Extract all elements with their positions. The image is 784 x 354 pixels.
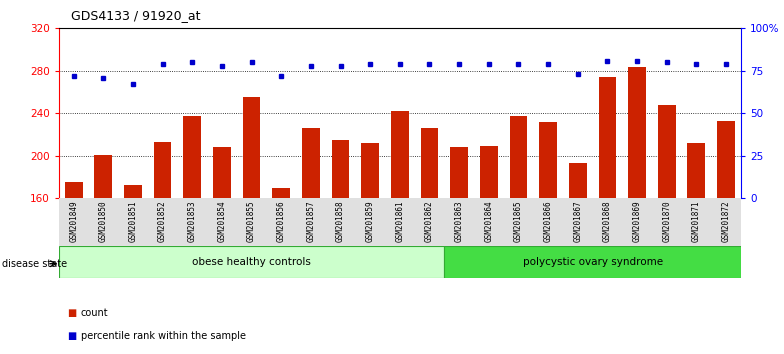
Text: GSM201857: GSM201857: [307, 201, 315, 242]
Text: GSM201864: GSM201864: [485, 201, 493, 242]
Bar: [445, 246, 741, 278]
Text: GSM201872: GSM201872: [721, 201, 731, 242]
Bar: [480, 146, 498, 354]
Text: GSM201862: GSM201862: [425, 201, 434, 242]
Bar: [361, 143, 379, 354]
Bar: [213, 147, 230, 354]
Text: GSM201858: GSM201858: [336, 201, 345, 242]
Bar: [450, 147, 468, 354]
Text: GSM201868: GSM201868: [603, 201, 612, 242]
Text: GSM201853: GSM201853: [187, 201, 197, 242]
Text: ■: ■: [67, 331, 76, 341]
Text: GSM201856: GSM201856: [277, 201, 285, 242]
Bar: [569, 163, 586, 354]
Text: GSM201855: GSM201855: [247, 201, 256, 242]
Text: GSM201870: GSM201870: [662, 201, 671, 242]
Text: GSM201850: GSM201850: [99, 201, 107, 242]
Bar: [65, 182, 82, 354]
Bar: [272, 188, 290, 354]
Bar: [510, 116, 528, 354]
Bar: [243, 97, 260, 354]
Text: polycystic ovary syndrome: polycystic ovary syndrome: [523, 257, 662, 267]
Bar: [94, 155, 112, 354]
Text: GSM201861: GSM201861: [395, 201, 405, 242]
Bar: [332, 140, 350, 354]
Text: GSM201865: GSM201865: [514, 201, 523, 242]
Bar: [658, 105, 676, 354]
Text: disease state: disease state: [2, 259, 67, 269]
Bar: [688, 143, 706, 354]
Bar: [539, 122, 557, 354]
Text: GSM201871: GSM201871: [692, 201, 701, 242]
Bar: [302, 128, 320, 354]
Text: GSM201849: GSM201849: [69, 201, 78, 242]
Bar: [628, 67, 646, 354]
Bar: [391, 111, 408, 354]
Bar: [59, 246, 445, 278]
Text: ■: ■: [67, 308, 76, 318]
Bar: [154, 142, 172, 354]
Bar: [420, 128, 438, 354]
Text: GSM201859: GSM201859: [365, 201, 375, 242]
Text: GSM201866: GSM201866: [543, 201, 553, 242]
Text: GSM201863: GSM201863: [455, 201, 463, 242]
Bar: [717, 121, 735, 354]
Bar: [124, 185, 142, 354]
Text: GDS4133 / 91920_at: GDS4133 / 91920_at: [71, 9, 200, 22]
Text: GSM201867: GSM201867: [573, 201, 583, 242]
Bar: [183, 116, 201, 354]
Text: count: count: [81, 308, 108, 318]
Text: GSM201851: GSM201851: [129, 201, 137, 242]
Text: obese healthy controls: obese healthy controls: [192, 257, 311, 267]
Bar: [598, 77, 616, 354]
Text: GSM201852: GSM201852: [158, 201, 167, 242]
Text: GSM201854: GSM201854: [217, 201, 227, 242]
Text: percentile rank within the sample: percentile rank within the sample: [81, 331, 245, 341]
Text: GSM201869: GSM201869: [633, 201, 641, 242]
